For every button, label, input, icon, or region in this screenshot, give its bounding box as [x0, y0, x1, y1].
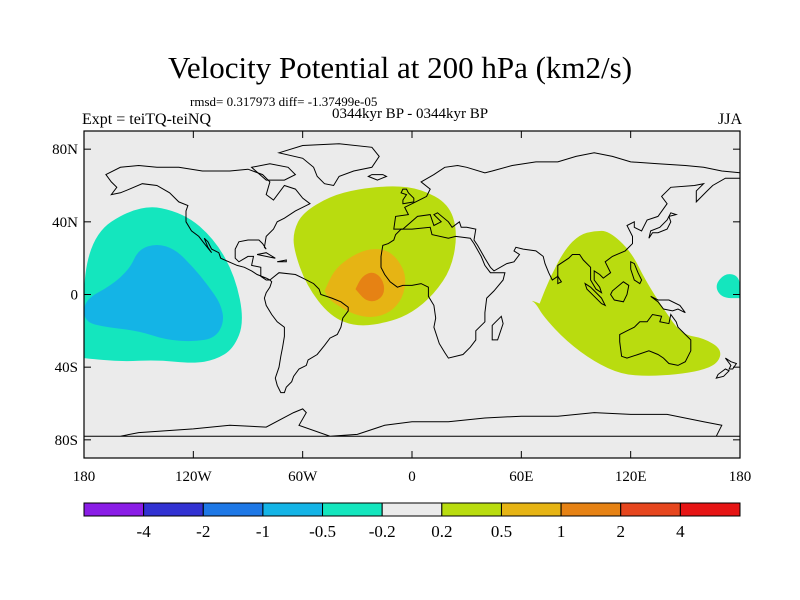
- coastline-south-america: [263, 272, 349, 394]
- colorbar-swatch: [262, 502, 324, 517]
- colorbar-label: -0.2: [369, 522, 396, 541]
- colorbar-swatch: [381, 502, 443, 517]
- stats-label: rmsd= 0.317973 diff= -1.37499e-05: [190, 94, 378, 109]
- coastline-philippines: [630, 260, 643, 285]
- contour-region-central-pacific-core: [84, 245, 224, 342]
- coastline-africa: [380, 226, 506, 359]
- coastline-sri-lanka: [557, 274, 563, 285]
- x-tick-label: 120W: [175, 469, 213, 485]
- colorbar-label: 0.2: [431, 522, 452, 541]
- colorbar-swatch: [202, 502, 264, 517]
- x-tick-label: 60W: [288, 469, 318, 485]
- colorbar-swatch: [441, 502, 502, 517]
- coastline-baffin-island: [250, 163, 297, 181]
- coastline-new-guinea: [650, 295, 686, 314]
- coastline-new-zealand-south: [715, 368, 730, 379]
- contour-region-indo-australia-positive: [532, 230, 721, 376]
- colorbar-label: -2: [196, 522, 210, 541]
- experiment-label: Expt = teiTQ-teiNQ: [82, 111, 211, 128]
- x-tick-label: 60E: [509, 469, 533, 485]
- y-tick-label: 80N: [52, 142, 78, 158]
- season-label: JJA: [717, 111, 742, 128]
- colorbar-swatch: [322, 502, 383, 517]
- chart-title: Velocity Potential at 200 hPa (km2/s): [167, 50, 633, 85]
- coastline-north-america: [105, 164, 311, 281]
- y-tick-label: 40S: [55, 360, 78, 376]
- colorbar-swatch: [560, 502, 622, 517]
- coastline-hispaniola: [277, 259, 287, 263]
- colorbar-swatch: [143, 502, 204, 517]
- coastline-australia: [619, 313, 692, 366]
- colorbar-swatch: [620, 502, 681, 517]
- y-tick-label: 40N: [52, 215, 78, 231]
- coastline-greenland: [277, 143, 380, 187]
- coastline-madagascar: [491, 315, 504, 341]
- coastline-borneo: [610, 281, 630, 303]
- coastline-sumatra: [584, 282, 607, 307]
- period-label: 0344kyr BP - 0344kyr BP: [331, 106, 489, 122]
- colorbar-label: -0.5: [309, 522, 336, 541]
- colorbar-label: 2: [616, 522, 625, 541]
- colorbar-label: 4: [676, 522, 685, 541]
- coastline-iceland: [367, 174, 388, 181]
- y-tick-label: 80S: [55, 433, 78, 449]
- coastline-eurasia: [393, 152, 740, 294]
- coastline-great-britain: [400, 188, 415, 205]
- coastline-cuba: [256, 252, 276, 259]
- contour-region-atlantic-core: [355, 272, 385, 302]
- coastline-japan: [648, 212, 678, 239]
- contour-region-west-pacific-edge-negative: [716, 274, 740, 299]
- coastline-new-zealand-north: [725, 357, 738, 370]
- colorbar-swatch: [679, 502, 741, 517]
- coastline-antarctica: [84, 408, 740, 437]
- y-tick-label: 0: [71, 288, 79, 304]
- colorbar-swatch: [83, 502, 145, 517]
- x-tick-label: 180: [73, 469, 96, 485]
- colorbar-label: -1: [256, 522, 270, 541]
- colorbar-label: 1: [557, 522, 566, 541]
- x-tick-label: 120E: [615, 469, 647, 485]
- x-tick-label: 180: [729, 469, 752, 485]
- colorbar-label: -4: [137, 522, 152, 541]
- colorbar-swatch: [500, 502, 562, 517]
- x-tick-label: 0: [408, 469, 416, 485]
- colorbar-label: 0.5: [491, 522, 512, 541]
